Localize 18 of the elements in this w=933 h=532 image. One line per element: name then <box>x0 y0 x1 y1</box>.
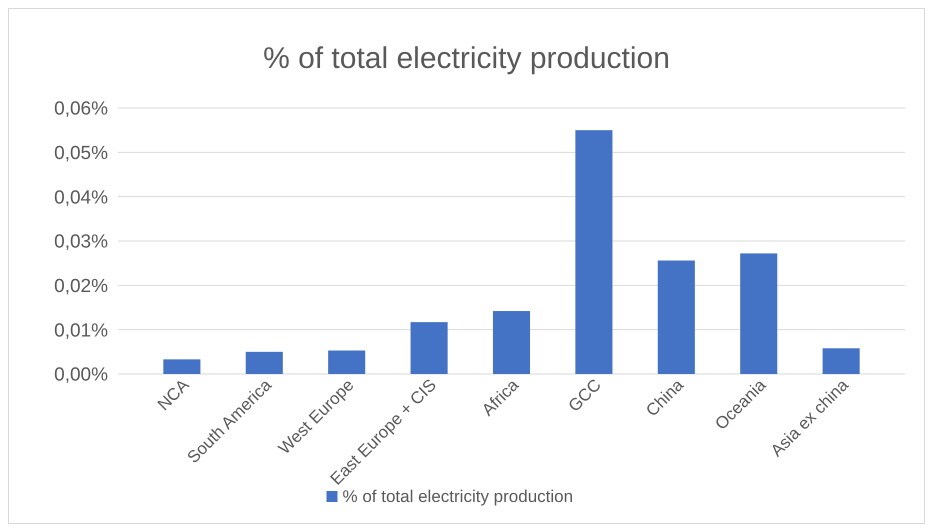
bar <box>740 253 778 374</box>
chart-title: % of total electricity production <box>263 42 670 75</box>
y-tick-label: 0,00% <box>54 364 108 386</box>
y-tick-label: 0,03% <box>54 232 108 253</box>
bar <box>410 322 448 374</box>
bar <box>658 260 695 374</box>
y-tick-label: 0,02% <box>54 276 108 297</box>
bar <box>822 348 860 374</box>
bar <box>246 352 283 374</box>
y-tick-label: 0,01% <box>54 320 108 342</box>
bar <box>163 359 200 374</box>
y-tick-label: 0,06% <box>54 98 108 120</box>
legend-label: % of total electricity production <box>342 487 574 506</box>
bar <box>492 311 530 374</box>
bar <box>328 350 366 374</box>
y-tick-label: 0,05% <box>54 142 108 164</box>
bar <box>575 130 612 374</box>
y-tick-label: 0,04% <box>54 187 108 208</box>
